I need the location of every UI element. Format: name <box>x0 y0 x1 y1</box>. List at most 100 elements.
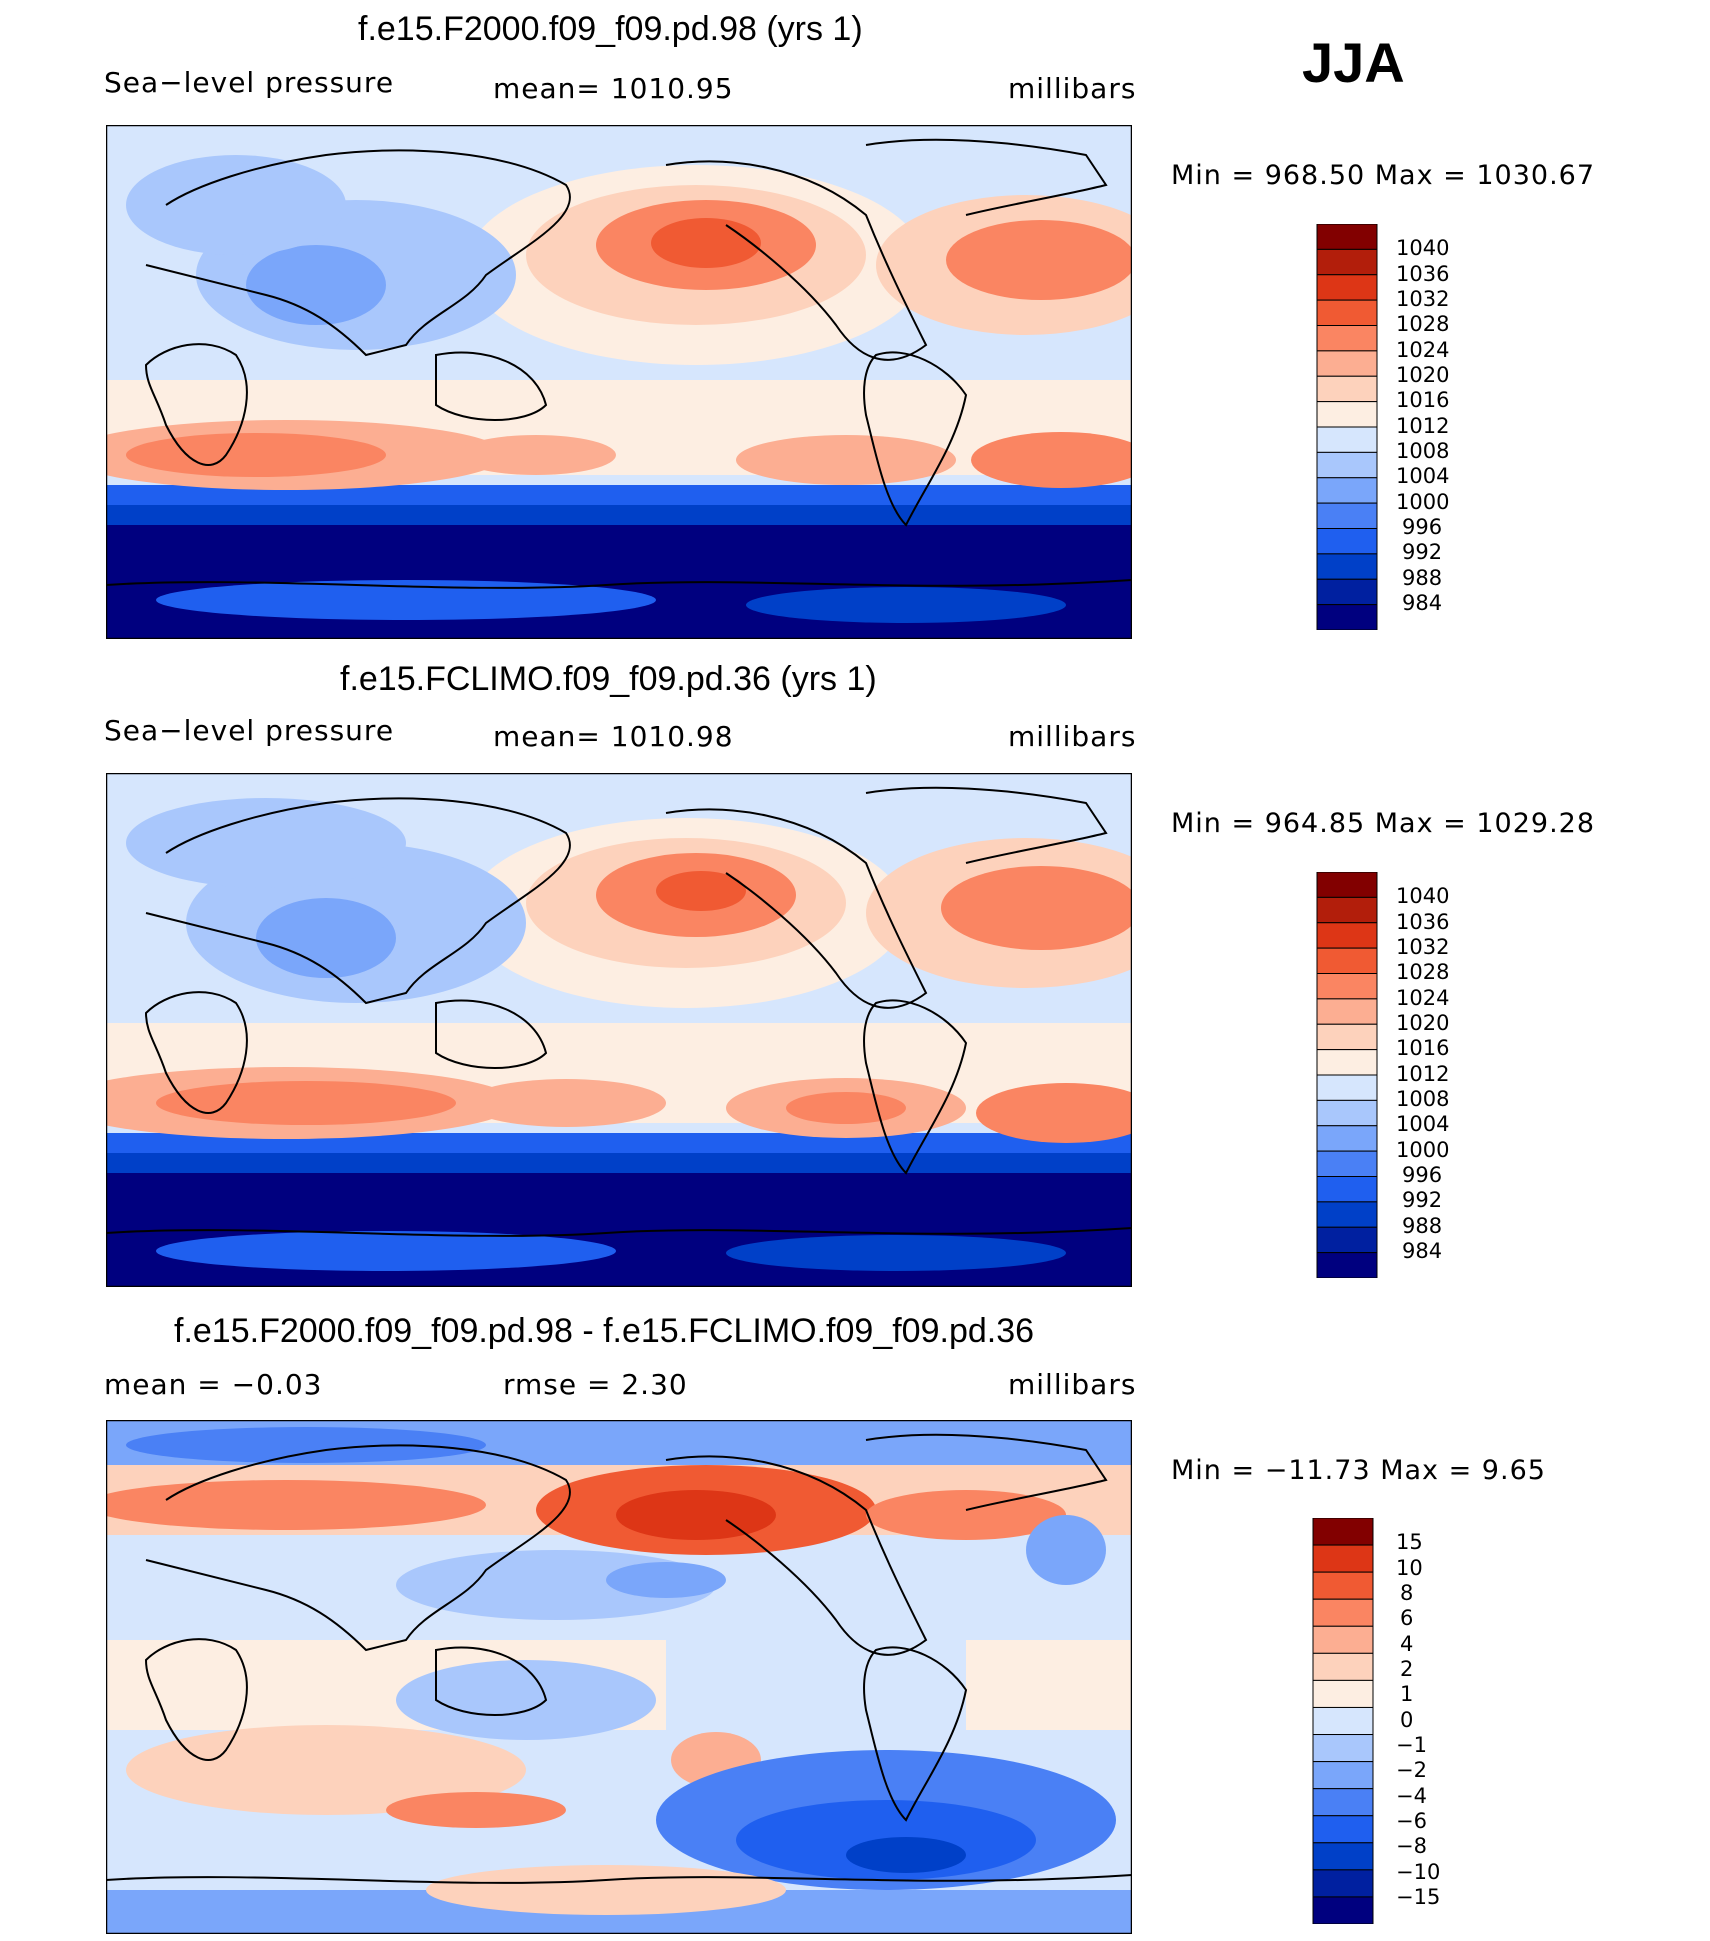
units-label: millibars <box>1008 720 1137 753</box>
colorbar-swatch <box>1316 528 1378 555</box>
colorbar-tick-label: 2 <box>1400 1657 1414 1681</box>
colorbar-swatch <box>1312 1734 1374 1763</box>
colorbar-tick-label: 1000 <box>1396 490 1450 514</box>
rmse-label: rmse = 2.30 <box>503 1368 688 1401</box>
colorbar-swatches <box>1312 1517 1374 1925</box>
colorbar-swatch <box>1316 325 1378 352</box>
colorbar-tick-label: −4 <box>1396 1784 1427 1808</box>
colorbar-swatch <box>1316 426 1378 453</box>
colorbar-swatch <box>1316 401 1378 428</box>
colorbar-swatch <box>1316 922 1378 949</box>
colorbar-tick-label: 0 <box>1400 1708 1414 1732</box>
colorbar-swatch <box>1312 1761 1374 1790</box>
variable-label: Sea−level pressure <box>104 66 395 99</box>
colorbar-swatch <box>1312 1517 1374 1546</box>
colorbar-swatch <box>1316 1252 1378 1279</box>
colorbar-swatch <box>1316 896 1378 924</box>
colorbar-swatch <box>1312 1679 1374 1708</box>
colorbar-swatch <box>1312 1869 1374 1898</box>
colorbar-swatch <box>1316 1150 1378 1177</box>
colorbar-tick-label: −15 <box>1396 1885 1441 1909</box>
colorbar-tick-label: 1012 <box>1396 414 1450 438</box>
colorbar-swatch <box>1316 1049 1378 1076</box>
colorbar-tick-label: −1 <box>1396 1733 1427 1757</box>
units-label: millibars <box>1008 72 1137 105</box>
colorbar-tick-label: −2 <box>1396 1758 1427 1782</box>
colorbar-swatch <box>1316 477 1378 504</box>
panel-title: f.e15.F2000.f09_f09.pd.98 - f.e15.FCLIMO… <box>174 1312 1035 1350</box>
colorbar-tick-label: 4 <box>1400 1632 1414 1656</box>
min-max-label: Min = 968.50 Max = 1030.67 <box>1171 160 1596 191</box>
colorbar-swatch <box>1316 947 1378 974</box>
colorbar-swatch <box>1312 1571 1374 1600</box>
colorbar-swatch <box>1316 871 1378 898</box>
colorbar-tick-label: 1004 <box>1396 1112 1450 1136</box>
colorbar-tick-label: −6 <box>1396 1809 1427 1833</box>
colorbar-swatches <box>1316 871 1378 1279</box>
map-panel <box>106 125 1132 639</box>
colorbar-tick-label: 1016 <box>1396 1036 1450 1060</box>
colorbar-tick-label: 1004 <box>1396 464 1450 488</box>
colorbar-tick-label: 1016 <box>1396 388 1450 412</box>
colorbar-swatch <box>1316 299 1378 326</box>
colorbar-tick-label: 984 <box>1402 591 1443 615</box>
colorbar-tick-label: 1024 <box>1396 986 1450 1010</box>
mean-label: mean = −0.03 <box>104 1368 323 1401</box>
mean-label: mean= 1010.98 <box>493 720 734 753</box>
min-max-label: Min = 964.85 Max = 1029.28 <box>1171 808 1596 839</box>
colorbar-swatch <box>1316 1226 1378 1254</box>
colorbar-swatch <box>1316 973 1378 1000</box>
colorbar-swatch <box>1316 578 1378 606</box>
colorbar-tick-label: 996 <box>1402 1163 1443 1187</box>
colorbar-swatch <box>1316 1099 1378 1127</box>
colorbar-swatch <box>1316 604 1378 631</box>
colorbar-tick-label: 1032 <box>1396 935 1450 959</box>
colorbar-tick-label: 1020 <box>1396 363 1450 387</box>
colorbar-tick-label: 10 <box>1396 1556 1423 1580</box>
colorbar <box>1316 223 1378 631</box>
colorbar-swatch <box>1316 502 1378 529</box>
variable-label: Sea−level pressure <box>104 714 395 747</box>
colorbar-tick-label: 8 <box>1400 1581 1414 1605</box>
colorbar-tick-label: 1028 <box>1396 312 1450 336</box>
colorbar-swatch <box>1316 1023 1378 1051</box>
colorbar-tick-label: 992 <box>1402 1188 1443 1212</box>
colorbar-tick-label: 988 <box>1402 566 1443 590</box>
colorbar <box>1316 871 1378 1279</box>
colorbar-tick-label: 15 <box>1396 1530 1423 1554</box>
colorbar-tick-label: 1020 <box>1396 1011 1450 1035</box>
colorbar-swatch <box>1316 1201 1378 1228</box>
colorbar-swatch <box>1312 1842 1374 1871</box>
colorbar-swatch <box>1312 1706 1374 1736</box>
colorbar-tick-label: 1036 <box>1396 262 1450 286</box>
colorbar-swatch <box>1316 451 1378 479</box>
map-panel <box>106 1420 1132 1934</box>
colorbar-swatch <box>1312 1598 1374 1627</box>
colorbar-tick-label: 1032 <box>1396 287 1450 311</box>
colorbar-labels: 1040 1036 1032 1028 1024 1020 1016 1012 … <box>1396 224 1486 630</box>
colorbar-tick-label: 992 <box>1402 540 1443 564</box>
map-panel <box>106 773 1132 1287</box>
colorbar-swatch <box>1316 274 1378 301</box>
colorbar-swatch <box>1316 248 1378 276</box>
min-max-label: Min = −11.73 Max = 9.65 <box>1171 1455 1546 1486</box>
colorbar-swatch <box>1312 1625 1374 1654</box>
colorbar-swatch <box>1316 1074 1378 1101</box>
colorbar-tick-label: 1008 <box>1396 1087 1450 1111</box>
colorbar-swatch <box>1316 350 1378 377</box>
colorbar-swatch <box>1312 1896 1374 1925</box>
colorbar-swatch <box>1316 553 1378 580</box>
colorbar-labels: 15 10 8 6 4 2 1 0 −1 −2 −4 −6 −8 −10 −15 <box>1396 1518 1486 1924</box>
colorbar-labels: 1040 1036 1032 1028 1024 1020 1016 1012 … <box>1396 872 1486 1278</box>
colorbar-tick-label: −10 <box>1396 1860 1441 1884</box>
colorbar <box>1312 1517 1374 1925</box>
colorbar-swatch <box>1316 223 1378 250</box>
colorbar-tick-label: −8 <box>1396 1834 1427 1858</box>
colorbar-tick-label: 1012 <box>1396 1062 1450 1086</box>
colorbar-swatch <box>1316 375 1378 403</box>
colorbar-swatch <box>1312 1544 1374 1573</box>
colorbar-tick-label: 1000 <box>1396 1138 1450 1162</box>
colorbar-tick-label: 1008 <box>1396 439 1450 463</box>
panel-title: f.e15.FCLIMO.f09_f09.pd.36 (yrs 1) <box>340 660 877 698</box>
colorbar-tick-label: 6 <box>1400 1606 1414 1630</box>
